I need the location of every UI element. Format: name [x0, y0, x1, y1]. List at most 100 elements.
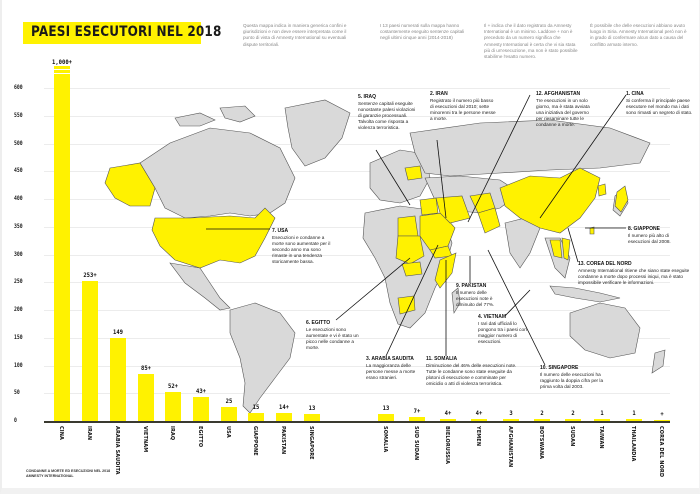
annotation-singapore: 10. SINGAPORE Il numero delle esecuzioni…	[540, 365, 604, 389]
category-label: SUD SUDAN	[413, 426, 419, 461]
gridline	[44, 393, 670, 395]
gridline	[44, 226, 670, 228]
bar-value-label: 52+	[168, 382, 178, 391]
category-label: EGITTO	[197, 426, 203, 448]
gridline	[44, 115, 670, 117]
bar-value-label: 7+	[413, 407, 421, 416]
map-australia	[569, 302, 641, 359]
map-egypt	[397, 215, 419, 237]
map-north-korea	[597, 183, 607, 197]
y-tick-label: 250	[14, 278, 23, 286]
map-belarus	[404, 165, 423, 181]
bar-botswana	[534, 419, 550, 421]
bar-iran	[82, 280, 98, 421]
bar-corea-del-nord	[654, 420, 670, 421]
category-label: IRAN	[86, 426, 92, 441]
bar-value-label: +	[660, 410, 664, 418]
bar-thailandia	[626, 419, 642, 421]
bar-bielorussia	[440, 418, 456, 421]
bar-value-label: 2	[571, 409, 575, 417]
annotation-usa: 7. USA Esecuzioni e condanne a morte son…	[272, 228, 331, 264]
bar-value-label: 14+	[279, 403, 289, 412]
title-banner: PAESI ESECUTORI NEL 2018	[23, 22, 221, 44]
map-iraq	[419, 197, 439, 216]
y-tick-label: 400	[14, 195, 23, 202]
annotation-iran: 2. IRAN Registrato il numero più basso d…	[430, 91, 496, 121]
annotation-corea-del-nord: 13. COREA DEL NORD Amnesty International…	[578, 261, 690, 285]
y-tick-label: 350	[14, 222, 23, 230]
y-tick-label: 50	[14, 389, 20, 397]
note-map-disclaimer: Questa mappa indica in maniera generica …	[243, 23, 347, 47]
map-greenland	[284, 99, 351, 167]
bar-value-label: 3	[509, 409, 513, 417]
annotation-cina: 1. CINA Si conferma il principale paese …	[626, 91, 693, 115]
bar-vietnam	[138, 373, 154, 421]
bar-value-label: 149	[113, 328, 123, 337]
bar-usa	[221, 407, 237, 421]
note-plus-sign: Il + indica che il dato registrato da Am…	[484, 23, 578, 60]
bar-value-label: 1	[600, 409, 604, 417]
category-label: AFGHANISTAN	[507, 426, 513, 468]
gridline	[44, 171, 670, 173]
category-label: IRAQ	[169, 426, 175, 441]
bar-taiwan	[594, 419, 610, 421]
bar-pakistan	[276, 413, 292, 421]
category-label: SOMALIA	[382, 426, 388, 453]
category-label: USA	[225, 426, 231, 438]
gridline	[44, 254, 670, 256]
y-tick-label: 0	[14, 417, 17, 424]
bar-sudan	[565, 419, 581, 421]
category-label: SUDAN	[569, 426, 575, 447]
category-label: SINGAPORE	[308, 426, 314, 460]
annotation-egitto: 6. EGITTO Le esecuzioni sono aumentate e…	[306, 320, 359, 350]
map-south-sudan	[401, 261, 423, 277]
category-label: CINA	[58, 426, 64, 440]
y-tick-label: 550	[14, 111, 23, 119]
bar-afghanistan	[503, 419, 519, 421]
gridline	[44, 143, 670, 145]
annotation-afghanistan: 12. AFGHANISTAN Tre esecuzioni in un sol…	[536, 91, 590, 127]
annotation-pakistan: 9. PAKISTAN Il numero delle esecuzioni n…	[456, 283, 495, 307]
source-credit: CONDANNE A MORTE ED ESECUZIONI NEL 2018 …	[26, 469, 111, 478]
gridline	[44, 88, 670, 89]
bar-sud-sudan	[409, 417, 425, 421]
map-usa	[151, 207, 276, 269]
map-south-america	[229, 302, 296, 414]
annotation-vietnam: 4. VIETNAM I rari dati ufficiali lo pong…	[478, 314, 527, 344]
bar-somalia	[378, 413, 394, 421]
bar-yemen	[471, 418, 487, 421]
category-label: PAKISTAN	[280, 426, 286, 455]
map-russia	[409, 119, 651, 177]
x-axis	[44, 421, 670, 423]
y-tick-label: 100	[14, 361, 23, 369]
bar-value-label: 4+	[475, 408, 483, 417]
y-tick-label: 500	[14, 139, 23, 147]
bar-value-label: 4+	[444, 408, 452, 417]
bar-giappone	[248, 412, 264, 421]
category-label: ARABIA SAUDITA	[114, 426, 120, 475]
annotation-somalia: 11. SOMALIA Diminuzione del 46% delle es…	[426, 356, 517, 386]
category-label: COREA DEL NORD	[658, 426, 664, 478]
bar-value-label: 253+	[83, 270, 97, 279]
bar-value-label: 25	[225, 397, 233, 406]
bar-value-label: 1,000+	[52, 58, 72, 66]
y-tick-label: 200	[14, 306, 23, 313]
bar-value-label: 13	[382, 403, 390, 412]
bar-cina	[54, 66, 70, 421]
bar-value-label: 85+	[141, 363, 151, 372]
map-taiwan	[589, 226, 595, 235]
map-japan	[614, 185, 629, 213]
y-tick-label: 300	[14, 250, 23, 258]
category-label: THAILANDIA	[630, 426, 636, 462]
bar-value-label: 1	[632, 409, 636, 417]
bar-value-label: 13	[308, 403, 316, 412]
bar-iraq	[165, 392, 181, 421]
gridline	[44, 199, 670, 200]
category-label: VIETNAM	[142, 426, 148, 453]
category-label: GIAPPONE	[252, 426, 258, 456]
map-alaska	[104, 162, 156, 207]
y-tick-label: 600	[14, 84, 23, 91]
bar-singapore	[304, 413, 320, 421]
y-tick-label: 150	[14, 333, 23, 341]
category-label: TAIWAN	[598, 426, 604, 449]
